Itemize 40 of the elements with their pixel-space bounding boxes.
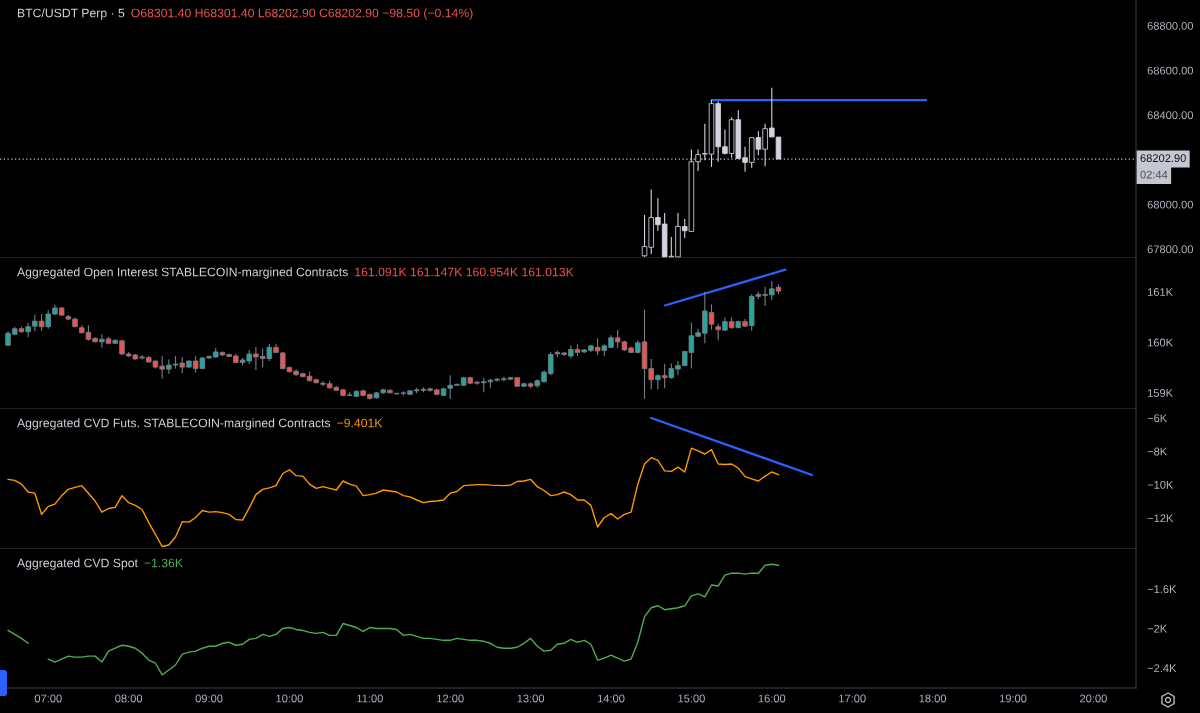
x-tick-label: 09:00	[195, 694, 223, 703]
y-tick-label: 160K	[1147, 338, 1173, 347]
x-tick-label: 17:00	[839, 694, 866, 703]
y-tick-label: 159K	[1147, 389, 1173, 397]
ref-line-label: 68202.90	[1140, 154, 1186, 163]
y-tick-label: −1.6K	[1147, 585, 1177, 594]
y-tick-label: −2K	[1147, 624, 1168, 633]
x-tick-label: 11:00	[357, 694, 383, 703]
x-tick-label: 16:00	[758, 694, 786, 703]
y-tick-label: 68600.00	[1147, 66, 1194, 75]
x-tick-label: 07:00	[34, 694, 62, 703]
y-tick-label: 68000.00	[1147, 200, 1194, 209]
text: −1.36K	[144, 558, 183, 568]
line-series	[7, 447, 780, 548]
text: 161.091K 161.147K 160.954K 161.013K	[355, 267, 574, 277]
x-tick-label: 10:00	[276, 694, 303, 703]
text: Aggregated CVD Spot	[17, 558, 138, 570]
y-tick-label: −8K	[1147, 447, 1168, 456]
y-tick-label: 67800.00	[1147, 245, 1194, 254]
y-tick-label: −12K	[1147, 514, 1174, 523]
text: −9.401K	[337, 418, 383, 428]
y-tick-label: 68400.00	[1147, 111, 1194, 120]
x-tick-label: 08:00	[115, 694, 143, 703]
y-tick-label: 68800.00	[1147, 21, 1194, 30]
text: BTC/USDT Perp · 5	[18, 8, 125, 20]
x-tick-label: 20:00	[1080, 694, 1107, 703]
x-tick-label: 12:00	[437, 694, 464, 703]
y-tick-label: −6K	[1147, 414, 1168, 423]
y-tick-label: 161K	[1147, 288, 1173, 296]
text: 02:44	[1140, 170, 1168, 179]
x-tick-label: 14:00	[597, 694, 625, 703]
x-tick-label: 18:00	[919, 694, 947, 703]
text: Aggregated CVD Futs. STABLECOIN-margined Contracts	[17, 418, 331, 430]
y-tick-label: −10K	[1147, 480, 1174, 489]
text: Aggregated Open Interest STABLECOIN-margined Contracts	[17, 267, 348, 279]
x-tick-label: 15:00	[678, 694, 705, 703]
x-tick-label: 13:00	[517, 694, 545, 703]
x-tick-label: 19:00	[999, 694, 1027, 703]
y-tick-label: −2.4K	[1147, 664, 1177, 672]
text: O68301.40 H68301.40 L68202.90 C68202.90 −98.50 (−0.14%)	[131, 8, 473, 20]
